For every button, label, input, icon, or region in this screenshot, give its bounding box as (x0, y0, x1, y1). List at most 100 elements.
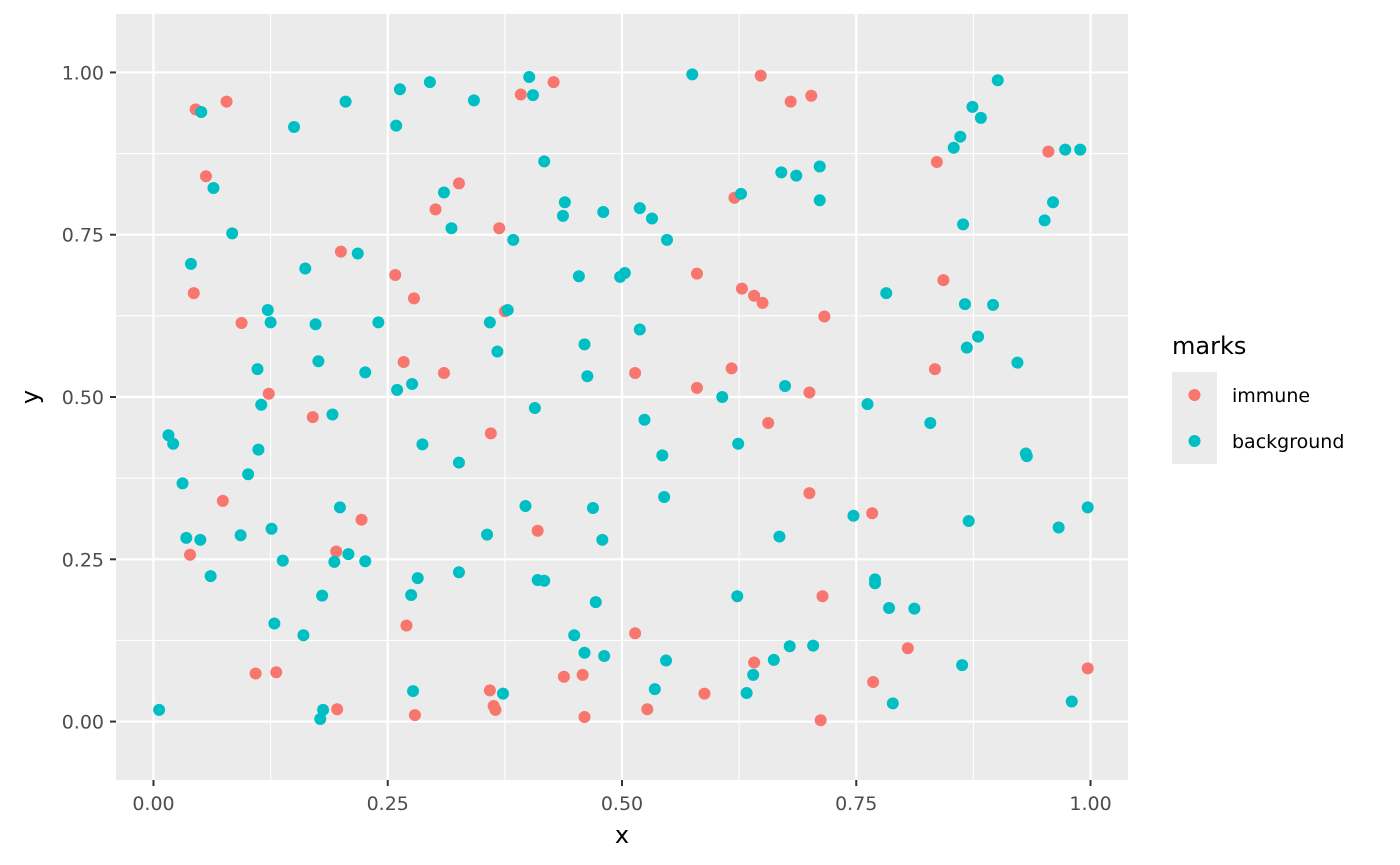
data-point-background (773, 530, 786, 543)
data-point-background (538, 574, 551, 587)
data-point-immune (803, 386, 816, 399)
legend-label-background: background (1232, 431, 1344, 453)
x-tick-label: 0.50 (601, 793, 643, 815)
data-point-immune (866, 507, 879, 520)
data-point-background (452, 456, 465, 469)
data-point-background (309, 318, 322, 331)
data-point-background (974, 111, 987, 124)
x-axis: 0.00 0.25 0.50 0.75 1.00 (132, 780, 1112, 815)
data-point-background (618, 267, 631, 280)
data-point-immune (235, 316, 248, 329)
data-point-immune (867, 675, 880, 688)
data-point-background (1081, 501, 1094, 514)
data-point-background (1059, 143, 1072, 156)
data-point-immune (531, 524, 544, 537)
data-point-immune (437, 366, 450, 379)
data-point-background (886, 697, 899, 710)
data-points (153, 68, 1094, 727)
data-point-immune (429, 203, 442, 216)
data-point-background (411, 572, 424, 585)
data-point-background (194, 533, 207, 546)
data-point-background (597, 205, 610, 218)
data-point-background (908, 602, 921, 615)
data-point-background (660, 654, 673, 667)
data-point-background (391, 383, 404, 396)
data-point-background (342, 548, 355, 561)
data-point-background (638, 413, 651, 426)
data-point-background (452, 566, 465, 579)
data-point-background (686, 68, 699, 81)
data-point-background (883, 601, 896, 614)
data-point-immune (489, 703, 502, 716)
x-tick-label: 0.00 (132, 793, 174, 815)
y-tick-label: 0.75 (62, 225, 104, 247)
data-point-background (153, 703, 166, 716)
data-point-immune (930, 156, 943, 169)
data-point-immune (1081, 662, 1094, 675)
data-point-immune (484, 427, 497, 440)
data-point-background (958, 298, 971, 311)
x-tick-label: 1.00 (1069, 793, 1111, 815)
data-point-background (972, 330, 985, 343)
data-point-background (578, 338, 591, 351)
data-point-immune (816, 590, 829, 603)
data-point-background (581, 370, 594, 383)
data-point-background (195, 106, 208, 119)
data-point-background (656, 449, 669, 462)
data-point-background (265, 522, 278, 535)
data-point-background (251, 363, 264, 376)
data-point-immune (754, 69, 767, 82)
data-point-immune (725, 362, 738, 375)
data-point-background (957, 218, 970, 231)
data-point-background (264, 316, 277, 329)
data-point-immune (1042, 145, 1055, 158)
x-tick-label: 0.75 (835, 793, 877, 815)
data-point-background (732, 437, 745, 450)
data-point-immune (901, 642, 914, 655)
data-point-background (491, 345, 504, 358)
data-point-background (372, 316, 385, 329)
data-point-background (747, 668, 760, 681)
data-point-background (255, 398, 268, 411)
data-point-background (847, 509, 860, 522)
data-point-immune (756, 296, 769, 309)
data-point-background (390, 119, 403, 132)
data-point-background (167, 437, 180, 450)
data-point-background (314, 712, 327, 725)
data-point-background (987, 298, 1000, 311)
data-point-background (735, 187, 748, 200)
data-point-background (633, 202, 646, 215)
legend-key-background (1188, 435, 1201, 447)
data-point-background (578, 646, 591, 659)
data-point-background (572, 270, 585, 283)
data-point-background (716, 391, 729, 403)
data-point-background (598, 650, 611, 663)
data-point-background (416, 438, 429, 451)
data-point-immune (216, 494, 229, 507)
data-point-immune (397, 355, 410, 368)
data-point-background (483, 316, 496, 329)
data-point-background (326, 408, 339, 421)
legend-key-immune (1188, 389, 1201, 401)
legend-title: marks (1172, 332, 1246, 360)
data-point-immune (187, 287, 200, 300)
data-point-immune (690, 267, 703, 280)
data-point-background (312, 355, 325, 368)
data-point-background (299, 262, 312, 275)
data-point-background (519, 500, 532, 513)
data-point-background (1052, 521, 1065, 534)
x-tick-label: 0.25 (367, 793, 409, 815)
data-point-background (731, 590, 744, 603)
data-point-background (954, 130, 967, 143)
data-point-background (317, 703, 330, 716)
data-point-immune (748, 656, 761, 669)
x-axis-title: x (615, 821, 629, 849)
data-point-background (633, 323, 646, 336)
data-point-immune (748, 289, 761, 302)
data-point-immune (576, 668, 589, 681)
data-point-background (586, 502, 599, 515)
data-point-background (268, 617, 281, 630)
data-point-immune (818, 310, 831, 323)
data-point-immune (407, 292, 420, 305)
data-point-background (526, 89, 539, 102)
